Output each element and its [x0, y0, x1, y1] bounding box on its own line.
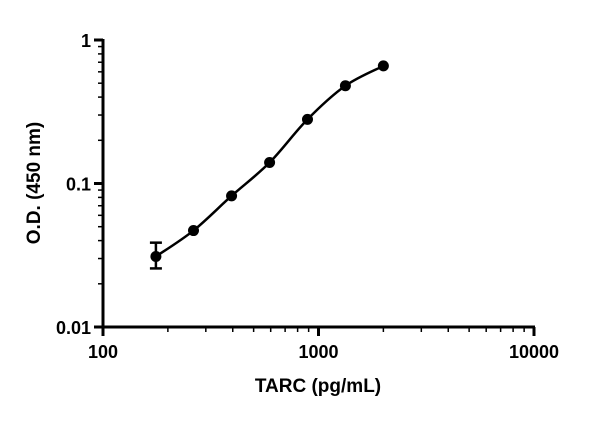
x-tick-label: 100 [88, 342, 118, 362]
y-tick-label: 0.1 [66, 175, 91, 195]
data-point [150, 250, 162, 262]
y-tick-label: 1 [81, 31, 91, 51]
x-axis-label: TARC (pg/mL) [255, 376, 381, 397]
y-tick-label: 0.01 [56, 318, 91, 338]
data-point [226, 190, 238, 202]
data-point [339, 80, 351, 92]
data-point [264, 157, 276, 169]
data-point [188, 225, 200, 237]
data-marks [149, 60, 389, 270]
axes: 100 1000 10000 0.01 0.1 1 [56, 31, 559, 362]
data-point [301, 113, 313, 125]
x-tick-label: 1000 [298, 342, 338, 362]
data-point [377, 60, 389, 72]
y-axis-label: O.D. (450 nm) [24, 122, 45, 244]
x-tick-label: 10000 [509, 342, 559, 362]
